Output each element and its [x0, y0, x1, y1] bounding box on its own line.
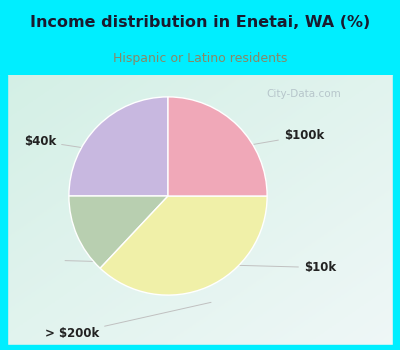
Text: $100k: $100k	[89, 129, 324, 173]
Bar	[393, 75, 400, 350]
Text: $10k: $10k	[65, 261, 336, 274]
Text: Income distribution in Enetai, WA (%): Income distribution in Enetai, WA (%)	[30, 15, 370, 30]
Text: Hispanic or Latino residents: Hispanic or Latino residents	[113, 52, 287, 65]
Wedge shape	[100, 196, 267, 295]
Bar	[0, 75, 7, 350]
Text: > $200k: > $200k	[45, 302, 211, 340]
Bar	[0, 345, 400, 350]
Wedge shape	[168, 97, 267, 196]
Wedge shape	[69, 97, 168, 196]
Text: $40k: $40k	[24, 135, 247, 173]
Text: City-Data.com: City-Data.com	[267, 90, 341, 99]
Wedge shape	[69, 196, 168, 268]
